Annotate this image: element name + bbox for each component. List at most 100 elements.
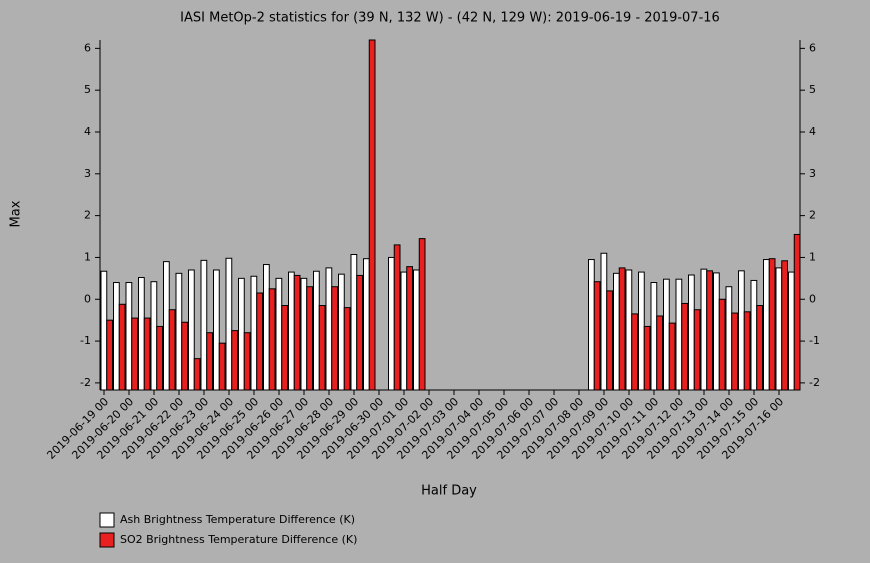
bar <box>743 311 751 391</box>
bar <box>731 312 738 391</box>
bar <box>206 332 213 391</box>
bar <box>781 260 788 391</box>
bar <box>618 267 626 391</box>
bar <box>631 313 638 391</box>
bar <box>325 267 333 391</box>
y2-tick-label: 4 <box>809 125 816 138</box>
bar <box>600 252 608 391</box>
bar <box>331 286 338 391</box>
bar <box>613 272 620 391</box>
bar <box>700 268 708 391</box>
chart-title: IASI MetOp-2 statistics for (39 N, 132 W… <box>180 11 720 26</box>
bar <box>406 266 413 391</box>
bar <box>168 309 176 391</box>
bar <box>768 258 776 391</box>
bar <box>175 272 183 391</box>
y-tick-label: -1 <box>80 334 91 347</box>
bar <box>713 272 720 391</box>
y2-tick-label: 6 <box>809 41 816 54</box>
bar <box>268 288 276 391</box>
bar <box>706 270 713 391</box>
y-tick-label: 4 <box>84 125 91 138</box>
y-axis-label: Max <box>9 200 24 227</box>
bar <box>300 277 308 391</box>
bar <box>656 315 663 391</box>
y2-tick-label: 0 <box>809 292 816 305</box>
bar <box>775 267 783 391</box>
bar <box>150 281 158 391</box>
y-tick-label: 5 <box>84 83 91 96</box>
y2-tick-label: -2 <box>809 376 820 389</box>
bar <box>638 271 645 391</box>
legend-swatch <box>99 532 115 548</box>
bar <box>275 277 283 391</box>
bar <box>106 319 113 391</box>
bar <box>350 254 358 391</box>
bar <box>388 256 395 391</box>
bar <box>143 317 151 391</box>
y-tick-label: 2 <box>84 209 91 222</box>
bar <box>163 261 170 391</box>
bar <box>188 269 195 391</box>
y-tick-label: 0 <box>84 292 91 305</box>
bar <box>788 271 795 391</box>
bar <box>400 271 408 391</box>
bar <box>393 244 401 391</box>
bar <box>293 274 301 391</box>
bar <box>288 271 295 391</box>
bar <box>213 269 220 391</box>
bar <box>588 259 595 391</box>
bar <box>281 305 288 391</box>
bar <box>718 298 726 391</box>
bar <box>138 277 145 391</box>
bar <box>668 322 676 391</box>
bar <box>663 278 670 391</box>
bar <box>368 39 376 391</box>
bar <box>343 307 351 391</box>
bar <box>313 270 320 391</box>
bar <box>156 325 163 391</box>
bar <box>750 279 758 391</box>
bar <box>763 259 770 391</box>
bar <box>113 282 120 391</box>
bar <box>318 305 326 391</box>
bar <box>243 332 251 391</box>
bar <box>238 277 245 391</box>
bar <box>688 274 695 391</box>
bar <box>413 269 420 391</box>
bar <box>263 264 270 391</box>
y2-tick-label: 1 <box>809 250 816 263</box>
y-tick-label: 6 <box>84 41 91 54</box>
bar <box>356 274 363 391</box>
bar <box>593 281 601 391</box>
bar <box>650 282 658 391</box>
bar <box>193 358 201 391</box>
bar <box>693 309 701 391</box>
bar <box>643 325 651 391</box>
y-tick-label: -2 <box>80 376 91 389</box>
bar <box>606 290 613 391</box>
bar <box>338 273 345 391</box>
bar <box>725 286 733 391</box>
bar <box>675 278 683 391</box>
bar <box>250 275 258 391</box>
bar <box>625 269 633 391</box>
y-tick-label: 1 <box>84 250 91 263</box>
bar <box>131 317 138 391</box>
bar <box>218 342 226 391</box>
x-axis-label: Half Day <box>421 484 477 499</box>
bar <box>231 330 238 391</box>
bar <box>756 305 763 391</box>
bar <box>200 259 208 391</box>
legend-swatch <box>99 512 115 528</box>
y-tick-label: 3 <box>84 167 91 180</box>
bar <box>418 238 426 391</box>
y2-tick-label: -1 <box>809 334 820 347</box>
legend-label: Ash Brightness Temperature Difference (K… <box>120 513 355 526</box>
bar <box>306 286 313 391</box>
bar <box>256 292 263 391</box>
bar <box>793 233 801 391</box>
bar <box>100 270 108 391</box>
bar <box>125 282 133 391</box>
